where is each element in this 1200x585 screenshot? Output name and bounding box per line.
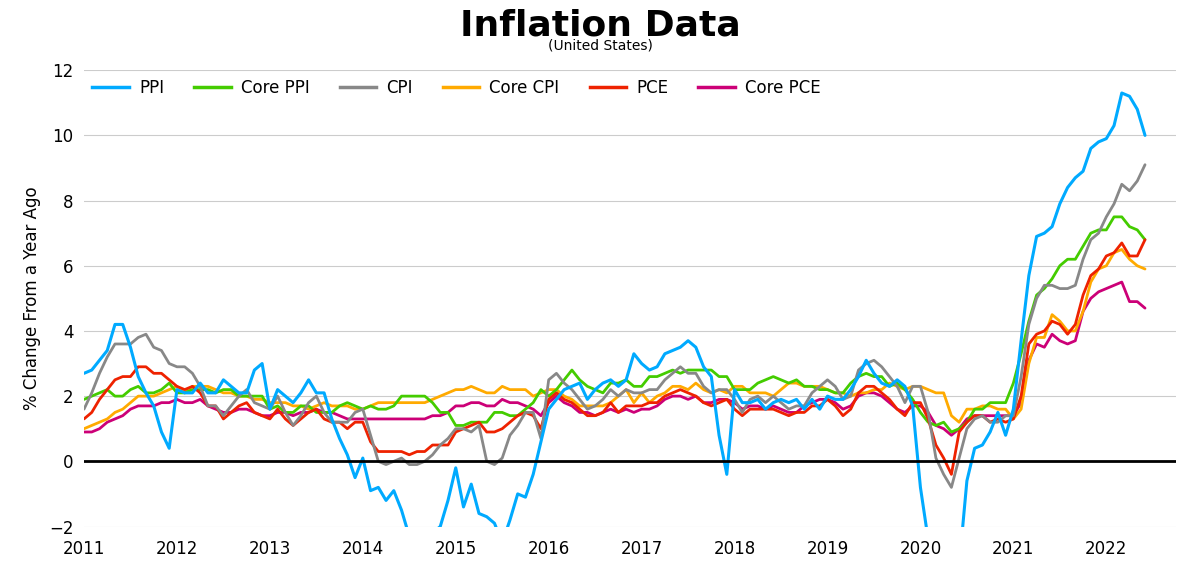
PPI bbox=[77, 370, 91, 377]
Core PPI bbox=[496, 409, 510, 416]
Core CPI bbox=[976, 402, 990, 409]
PCE bbox=[1138, 236, 1152, 243]
CPI bbox=[496, 455, 510, 462]
CPI bbox=[77, 405, 91, 412]
PCE bbox=[1122, 253, 1136, 260]
PCE bbox=[944, 471, 959, 478]
PCE bbox=[496, 425, 510, 432]
CPI bbox=[1122, 187, 1136, 194]
Line: Core CPI: Core CPI bbox=[84, 249, 1145, 429]
Core CPI bbox=[680, 386, 695, 393]
Core PPI bbox=[1138, 236, 1152, 243]
Legend: PPI, Core PPI, CPI, Core CPI, PCE, Core PCE: PPI, Core PPI, CPI, Core CPI, PCE, Core … bbox=[92, 78, 821, 97]
Core CPI bbox=[496, 383, 510, 390]
Text: Inflation Data: Inflation Data bbox=[460, 9, 740, 43]
Core CPI bbox=[1115, 246, 1129, 253]
Core PCE bbox=[680, 396, 695, 403]
Core PPI bbox=[944, 428, 959, 435]
Line: Core PPI: Core PPI bbox=[84, 217, 1145, 432]
CPI bbox=[835, 396, 850, 403]
PPI bbox=[464, 481, 479, 488]
PPI bbox=[496, 539, 510, 546]
CPI bbox=[1138, 161, 1152, 168]
Line: Core PCE: Core PCE bbox=[84, 282, 1145, 435]
PCE bbox=[835, 412, 850, 419]
Text: (United States): (United States) bbox=[547, 38, 653, 52]
PCE bbox=[983, 419, 997, 426]
CPI bbox=[944, 484, 959, 491]
PCE bbox=[680, 390, 695, 397]
Core PCE bbox=[77, 428, 91, 435]
Line: PPI: PPI bbox=[84, 93, 1145, 585]
PPI bbox=[1115, 90, 1129, 97]
Core PCE bbox=[496, 396, 510, 403]
Core PCE bbox=[464, 399, 479, 406]
Core PCE bbox=[1138, 305, 1152, 312]
Core PPI bbox=[1106, 214, 1121, 221]
Core CPI bbox=[464, 383, 479, 390]
Core PPI bbox=[680, 367, 695, 374]
Core CPI bbox=[1122, 256, 1136, 263]
Line: PCE: PCE bbox=[84, 240, 1145, 474]
PPI bbox=[680, 337, 695, 344]
PCE bbox=[77, 415, 91, 422]
Core PPI bbox=[983, 399, 997, 406]
Core PPI bbox=[464, 419, 479, 426]
Core PCE bbox=[1130, 298, 1145, 305]
Core PPI bbox=[1130, 226, 1145, 233]
Line: CPI: CPI bbox=[84, 165, 1145, 487]
CPI bbox=[983, 419, 997, 426]
PPI bbox=[1138, 132, 1152, 139]
Core PPI bbox=[835, 390, 850, 397]
Core PCE bbox=[944, 432, 959, 439]
PPI bbox=[835, 396, 850, 403]
Y-axis label: % Change From a Year Ago: % Change From a Year Ago bbox=[23, 187, 41, 410]
CPI bbox=[464, 428, 479, 435]
PCE bbox=[464, 422, 479, 429]
Core PPI bbox=[77, 396, 91, 403]
Core CPI bbox=[835, 390, 850, 397]
Core CPI bbox=[77, 425, 91, 432]
Core PCE bbox=[835, 405, 850, 412]
PPI bbox=[1130, 106, 1145, 113]
CPI bbox=[680, 370, 695, 377]
PPI bbox=[983, 428, 997, 435]
Core PCE bbox=[1115, 278, 1129, 285]
Core PCE bbox=[983, 412, 997, 419]
Core CPI bbox=[1138, 266, 1152, 273]
